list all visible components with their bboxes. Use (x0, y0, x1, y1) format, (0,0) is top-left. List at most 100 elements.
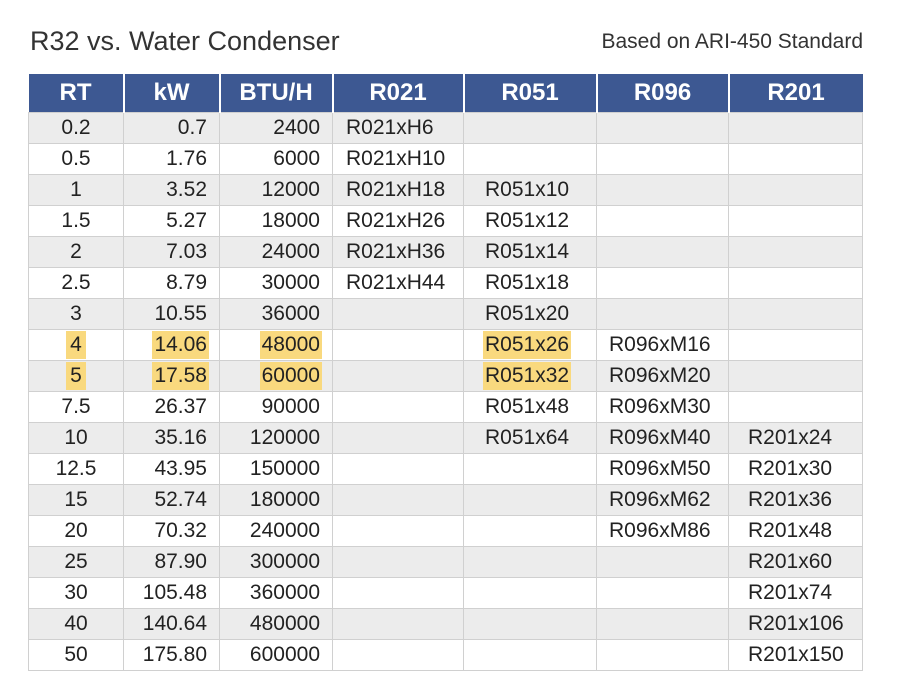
cell-value-kw: 5.27 (166, 209, 207, 232)
cell-btu: 90000 (219, 391, 333, 423)
cell-btu: 180000 (219, 484, 333, 516)
cell-value-rt: 25 (64, 550, 88, 573)
cell-value-r021 (344, 380, 348, 382)
cell-kw: 1.76 (123, 143, 220, 175)
cell-value-btu: 60000 (259, 362, 322, 390)
cell-r051: R051x20 (463, 298, 597, 330)
cell-value-r096 (607, 287, 611, 289)
table-row: 0.5 1.76 6000 R021xH10 (28, 143, 863, 175)
cell-value-kw: 1.76 (166, 147, 207, 170)
cell-value-r021 (344, 628, 348, 630)
cell-value-r051: R051x14 (485, 240, 570, 263)
table-row: 0.2 0.7 2400 R021xH6 (28, 112, 863, 144)
cell-value-rt: 30 (64, 581, 88, 604)
cell-value-r201 (746, 411, 750, 413)
cell-btu: 6000 (219, 143, 333, 175)
cell-r021 (332, 608, 464, 640)
cell-value-r051: R051x48 (485, 395, 570, 418)
cell-value-r096: R096xM20 (609, 364, 711, 387)
cell-value-btu: 12000 (261, 178, 320, 201)
cell-r051: R051x10 (463, 174, 597, 206)
cell-value-r051: R051x64 (485, 426, 570, 449)
cell-value-kw: 140.64 (142, 612, 207, 635)
cell-btu: 2400 (219, 112, 333, 144)
cell-r201 (728, 112, 863, 144)
cell-r021: R021xH6 (332, 112, 464, 144)
cell-value-btu: 360000 (249, 581, 320, 604)
column-header-kw: kW (122, 74, 220, 113)
cell-value-r096 (607, 597, 611, 599)
cell-rt: 2 (28, 236, 124, 268)
cell-r051: R051x32 (463, 360, 597, 392)
table-row: 4 14.06 48000 R051x26 R096xM16 (28, 329, 863, 361)
cell-r096: R096xM50 (596, 453, 729, 485)
cell-value-btu: 18000 (261, 209, 320, 232)
cell-value-r201 (746, 318, 750, 320)
cell-value-r201 (746, 132, 750, 134)
cell-value-r201: R201x48 (748, 519, 833, 542)
cell-r096 (596, 143, 729, 175)
cell-kw: 52.74 (123, 484, 220, 516)
cell-rt: 5 (28, 360, 124, 392)
cell-r021 (332, 360, 464, 392)
table-body: 0.2 0.7 2400 R021xH6 0.5 1.76 6000 R021xH10 1 3.5… (28, 112, 863, 671)
table-row: 10 35.16 120000 R051x64 R096xM40 R201x24 (28, 422, 863, 454)
cell-r021 (332, 577, 464, 609)
cell-r021 (332, 298, 464, 330)
cell-value-r021 (344, 411, 348, 413)
cell-r096 (596, 174, 729, 206)
cell-value-r051 (483, 163, 487, 165)
cell-value-btu: 600000 (249, 643, 320, 666)
cell-r201: R201x150 (728, 639, 863, 671)
cell-kw: 175.80 (123, 639, 220, 671)
cell-btu: 12000 (219, 174, 333, 206)
cell-btu: 600000 (219, 639, 333, 671)
cell-kw: 5.27 (123, 205, 220, 237)
cell-r021 (332, 515, 464, 547)
cell-value-r021 (344, 597, 348, 599)
cell-value-kw: 70.32 (154, 519, 207, 542)
cell-value-r201 (746, 194, 750, 196)
cell-kw: 8.79 (123, 267, 220, 299)
cell-value-r051 (483, 132, 487, 134)
cell-value-kw: 8.79 (166, 271, 207, 294)
cell-value-btu: 180000 (249, 488, 320, 511)
cell-kw: 26.37 (123, 391, 220, 423)
cell-value-r201 (746, 380, 750, 382)
cell-r096 (596, 608, 729, 640)
table-row: 3 10.55 36000 R051x20 (28, 298, 863, 330)
cell-value-kw: 175.80 (142, 643, 207, 666)
cell-r096 (596, 577, 729, 609)
cell-kw: 10.55 (123, 298, 220, 330)
cell-r201 (728, 236, 863, 268)
cell-r201 (728, 360, 863, 392)
table-row: 1 3.52 12000 R021xH18 R051x10 (28, 174, 863, 206)
cell-kw: 70.32 (123, 515, 220, 547)
table-row: 40 140.64 480000 R201x106 (28, 608, 863, 640)
cell-value-btu: 2400 (273, 116, 320, 139)
cell-value-r021 (344, 504, 348, 506)
table-row: 2.5 8.79 30000 R021xH44 R051x18 (28, 267, 863, 299)
cell-rt: 20 (28, 515, 124, 547)
cell-r021: R021xH44 (332, 267, 464, 299)
cell-r051 (463, 484, 597, 516)
cell-r201 (728, 267, 863, 299)
cell-r051 (463, 639, 597, 671)
cell-r096: R096xM40 (596, 422, 729, 454)
cell-r021 (332, 422, 464, 454)
cell-value-r096 (607, 659, 611, 661)
cell-value-rt: 2.5 (61, 271, 91, 294)
cell-kw: 43.95 (123, 453, 220, 485)
cell-btu: 120000 (219, 422, 333, 454)
cell-rt: 30 (28, 577, 124, 609)
cell-r096 (596, 546, 729, 578)
cell-value-r021 (344, 318, 348, 320)
cell-r051 (463, 546, 597, 578)
cell-kw: 87.90 (123, 546, 220, 578)
cell-btu: 240000 (219, 515, 333, 547)
cell-r051 (463, 515, 597, 547)
cell-rt: 1.5 (28, 205, 124, 237)
column-header-rt: RT (28, 74, 124, 113)
cell-value-r051 (483, 659, 487, 661)
cell-value-btu: 48000 (259, 331, 322, 359)
